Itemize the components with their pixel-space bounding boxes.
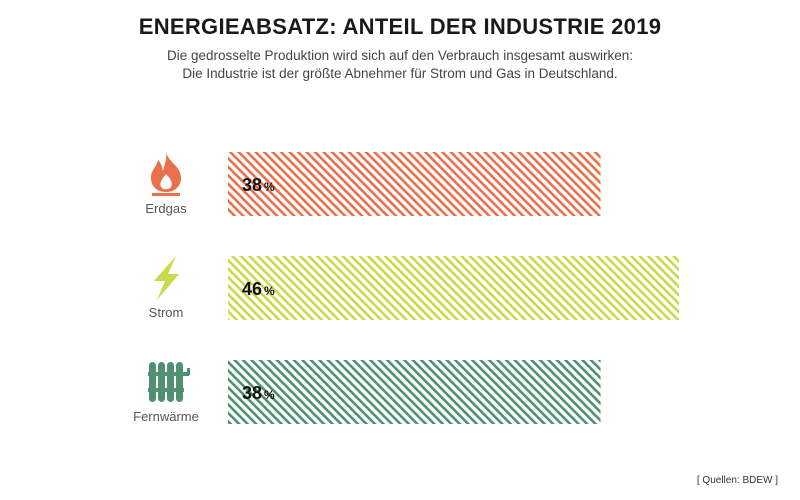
bar — [228, 360, 601, 424]
source-note: [ Quellen: BDEW ] — [696, 475, 778, 486]
lightning-icon — [154, 256, 179, 300]
subtitle-line-1: Die gedrosselte Produktion wird sich auf… — [167, 48, 633, 63]
flame-icon — [151, 152, 181, 196]
category-label: Strom — [149, 305, 184, 320]
bar — [228, 256, 679, 320]
value-label: 46% — [242, 279, 275, 299]
category-label: Fernwärme — [133, 409, 199, 424]
radiator-icon — [148, 362, 190, 402]
chart-subtitle: Die gedrosselte Produktion wird sich auf… — [0, 47, 800, 83]
value-label: 38% — [242, 175, 275, 195]
bar — [228, 152, 601, 216]
category-label: Erdgas — [145, 201, 187, 216]
chart-marks: Erdgas 38 % Strom 46 % Fernwärme 38% — [133, 152, 679, 424]
value-label: 38% — [242, 383, 275, 403]
subtitle-line-2: Die Industrie ist der größte Abnehmer fü… — [182, 66, 618, 81]
chart-title: ENERGIEABSATZ: ANTEIL DER INDUSTRIE 2019 — [138, 14, 662, 39]
